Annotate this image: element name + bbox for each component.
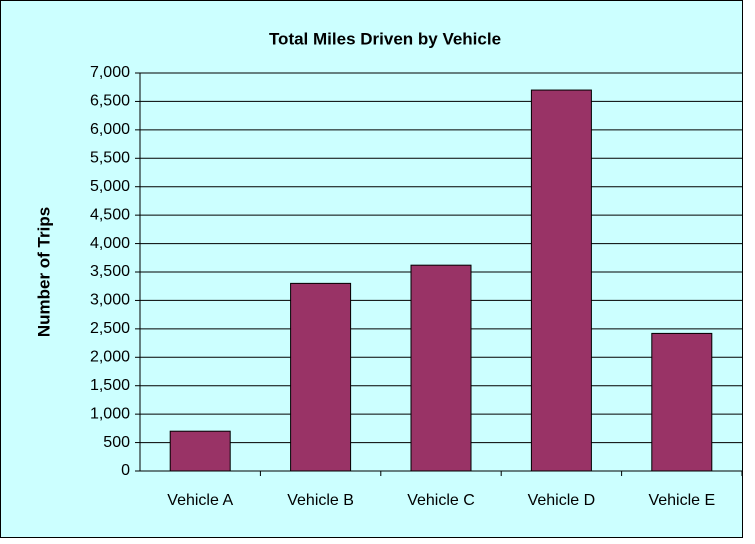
bar bbox=[530, 89, 592, 472]
bar bbox=[169, 430, 231, 472]
y-tick-label: 3,000 bbox=[90, 292, 130, 309]
y-tick-label: 6,500 bbox=[90, 93, 130, 110]
y-tick-label: 2,000 bbox=[90, 349, 130, 366]
bar bbox=[651, 332, 713, 472]
y-tick-label: 1,000 bbox=[90, 405, 130, 422]
x-tick-label: Vehicle E bbox=[648, 492, 715, 509]
x-tick-label: Vehicle B bbox=[287, 492, 354, 509]
y-tick-label: 4,000 bbox=[90, 235, 130, 252]
x-tick-label: Vehicle D bbox=[528, 492, 596, 509]
y-tick-label: 5,000 bbox=[90, 178, 130, 195]
x-tick-label: Vehicle A bbox=[167, 492, 233, 509]
y-tick-label: 7,000 bbox=[90, 64, 130, 81]
y-axis-label: Number of Trips bbox=[34, 207, 53, 337]
y-tick-label: 1,500 bbox=[90, 377, 130, 394]
y-tick-label: 5,500 bbox=[90, 150, 130, 167]
y-tick-label: 4,500 bbox=[90, 206, 130, 223]
bar bbox=[290, 282, 352, 472]
x-tick-label: Vehicle C bbox=[407, 492, 475, 509]
chart-background bbox=[0, 0, 743, 538]
y-tick-label: 500 bbox=[103, 434, 130, 451]
y-tick-label: 3,500 bbox=[90, 263, 130, 280]
chart-title: Total Miles Driven by Vehicle bbox=[269, 29, 501, 48]
y-tick-label: 6,000 bbox=[90, 121, 130, 138]
bar bbox=[410, 264, 472, 472]
y-tick-label: 0 bbox=[121, 462, 130, 479]
y-tick-label: 2,500 bbox=[90, 320, 130, 337]
